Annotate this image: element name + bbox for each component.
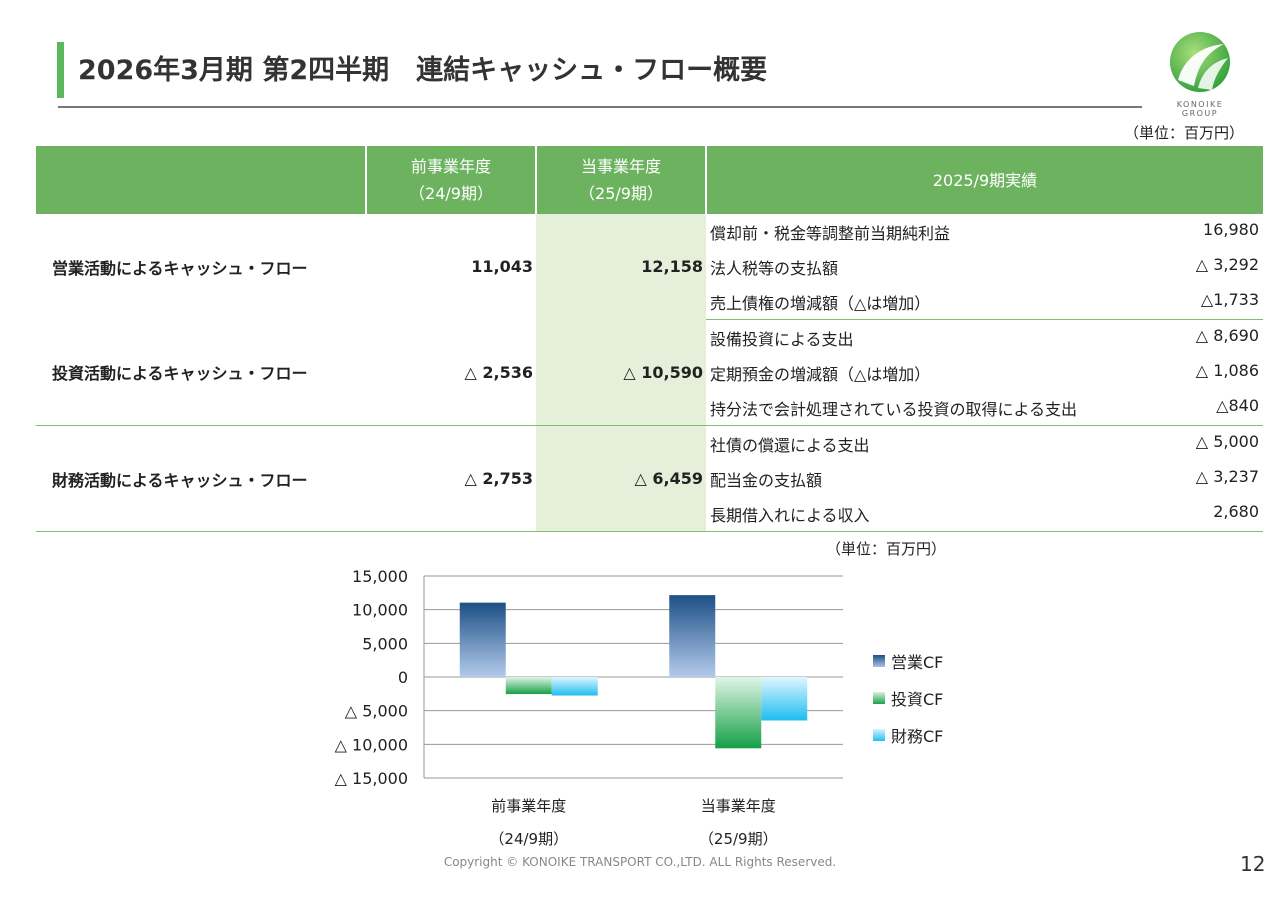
header-curr-year-label: 当事業年度 <box>580 157 661 176</box>
financing-cf-prev: △ 2,753 <box>366 425 536 532</box>
detail-cell: 持分法で会計処理されている投資の取得による支出 △840 <box>706 390 1263 426</box>
detail-item-name: 社債の償還による支出 <box>710 435 870 455</box>
header-detail: 2025/9期実績 <box>705 146 1263 214</box>
bar-investing-cf <box>715 677 762 749</box>
table-row: 財務活動によるキャッシュ・フロー △ 2,753 △ 6,459 社債の償還によ… <box>36 425 1263 532</box>
detail-item-value: △ 3,292 <box>1195 254 1259 274</box>
investing-cf-label: 投資活動によるキャッシュ・フロー <box>36 319 366 426</box>
header-prev-year-label: 前事業年度 <box>410 157 491 176</box>
investing-cf-curr: △ 10,590 <box>536 319 706 426</box>
detail-item-value: △ 5,000 <box>1195 431 1259 451</box>
legend-label-financing: 財務CF <box>891 727 944 746</box>
cash-flow-table: 前事業年度 （24/9期） 当事業年度 （25/9期） 2025/9期実績 営業… <box>36 146 1263 532</box>
operating-cf-label: 営業活動によるキャッシュ・フロー <box>52 258 308 278</box>
bar-operating-cf <box>459 602 506 677</box>
y-tick-label: △ 5,000 <box>345 702 408 721</box>
logo-text-line1: KONOIKE <box>1176 100 1224 109</box>
detail-item-name: 売上債権の増減額（△は増加） <box>710 293 931 313</box>
bar-financing-cf <box>551 677 598 696</box>
detail-cell: 償却前・税金等調整前当期純利益 16,980 <box>706 214 1263 249</box>
page-title: 2026年3月期 第2四半期 連結キャッシュ・フロー概要 <box>78 55 768 86</box>
table-unit-label: （単位：百万円） <box>1124 124 1245 142</box>
logo-text-line2: GROUP <box>1181 109 1219 118</box>
detail-cell: 長期借入れによる収入 2,680 <box>706 496 1263 532</box>
legend-swatch-investing <box>873 692 885 704</box>
detail-item-name: 配当金の支払額 <box>710 470 823 490</box>
x-category-label: （25/9期） <box>699 830 778 848</box>
chart-unit-label: （単位：百万円） <box>826 540 947 558</box>
detail-item-name: 定期預金の増減額（△は増加） <box>710 364 931 384</box>
detail-cell: 設備投資による支出 △ 8,690 <box>706 320 1263 356</box>
detail-item-value: △ 3,237 <box>1195 466 1259 486</box>
detail-item-name: 長期借入れによる収入 <box>710 505 870 525</box>
detail-item-value: 16,980 <box>1203 219 1259 239</box>
y-tick-label: 10,000 <box>352 601 408 620</box>
investing-cf-prev: △ 2,536 <box>366 319 536 426</box>
detail-cell: 売上債権の増減額（△は増加） △1,733 <box>706 284 1263 320</box>
table-row: 長期借入れによる収入 2,680 <box>36 496 1263 532</box>
y-tick-label: △ 10,000 <box>335 735 408 754</box>
financing-cf-curr: △ 6,459 <box>536 425 706 532</box>
bar-investing-cf <box>505 677 552 695</box>
konoike-logo-mark-icon <box>1170 32 1230 92</box>
financing-cf-label: 財務活動によるキャッシュ・フロー <box>36 425 366 532</box>
table-row: 法人税等の支払額 △ 3,292 <box>36 249 1263 284</box>
y-tick-label: 15,000 <box>352 567 408 586</box>
detail-item-value: △1,733 <box>1200 289 1259 309</box>
x-category-label: （24/9期） <box>489 830 568 848</box>
y-tick-label: 0 <box>398 668 408 687</box>
detail-cell: 社債の償還による支出 △ 5,000 <box>706 426 1263 462</box>
legend-item-investing: 投資CF <box>873 686 943 710</box>
legend-label-operating: 営業CF <box>891 653 944 672</box>
table-row: 配当金の支払額 △ 3,237 <box>36 461 1263 496</box>
table-row: 営業活動によるキャッシュ・フロー 11,043 12,158 償却前・税金等調整… <box>36 214 1263 320</box>
page-number: 12 <box>1240 852 1266 876</box>
detail-cell: 配当金の支払額 △ 3,237 <box>706 461 1263 496</box>
detail-item-name: 設備投資による支出 <box>710 329 854 349</box>
y-tick-label: △ 15,000 <box>335 769 408 788</box>
operating-cf-prev: 11,043 <box>471 257 533 277</box>
detail-item-name: 法人税等の支払額 <box>710 258 839 278</box>
header-curr-year-period: （25/9期） <box>579 184 663 203</box>
detail-item-value: △840 <box>1216 395 1259 415</box>
table-header-row: 前事業年度 （24/9期） 当事業年度 （25/9期） 2025/9期実績 <box>36 146 1263 214</box>
legend-item-financing: 財務CF <box>873 723 943 747</box>
bar-operating-cf <box>669 595 716 677</box>
header-prev-year-period: （24/9期） <box>409 184 493 203</box>
detail-cell: 定期預金の増減額（△は増加） △ 1,086 <box>706 355 1263 390</box>
header-curr-year: 当事業年度 （25/9期） <box>535 146 706 214</box>
copyright-notice: Copyright © KONOIKE TRANSPORT CO.,LTD. A… <box>443 855 837 869</box>
header-prev-year: 前事業年度 （24/9期） <box>365 146 536 214</box>
table-row: 定期預金の増減額（△は増加） △ 1,086 <box>36 355 1263 390</box>
table-row: 持分法で会計処理されている投資の取得による支出 △840 <box>36 390 1263 426</box>
detail-cell: 法人税等の支払額 △ 3,292 <box>706 249 1263 284</box>
detail-item-name: 償却前・税金等調整前当期純利益 <box>710 223 951 243</box>
detail-item-value: △ 8,690 <box>1195 325 1259 345</box>
y-tick-label: 5,000 <box>362 634 408 653</box>
detail-item-name: 持分法で会計処理されている投資の取得による支出 <box>710 399 1078 419</box>
x-category-label: 前事業年度 <box>491 797 566 815</box>
title-accent-bar <box>57 42 64 98</box>
bar-financing-cf <box>761 677 808 721</box>
header-blank <box>36 146 366 214</box>
table-row: 売上債権の増減額（△は増加） △1,733 <box>36 284 1263 320</box>
operating-cf-curr: 12,158 <box>536 214 706 320</box>
detail-item-value: △ 1,086 <box>1195 360 1259 380</box>
legend-swatch-operating <box>873 655 885 667</box>
konoike-logo: KONOIKE GROUP <box>1164 28 1236 122</box>
legend-item-operating: 営業CF <box>873 649 943 673</box>
title-divider <box>58 106 1142 108</box>
legend-swatch-financing <box>873 729 885 741</box>
detail-item-value: 2,680 <box>1213 501 1259 521</box>
x-category-label: 当事業年度 <box>701 797 776 815</box>
legend-label-investing: 投資CF <box>891 690 944 709</box>
table-row: 投資活動によるキャッシュ・フロー △ 2,536 △ 10,590 設備投資によ… <box>36 319 1263 426</box>
